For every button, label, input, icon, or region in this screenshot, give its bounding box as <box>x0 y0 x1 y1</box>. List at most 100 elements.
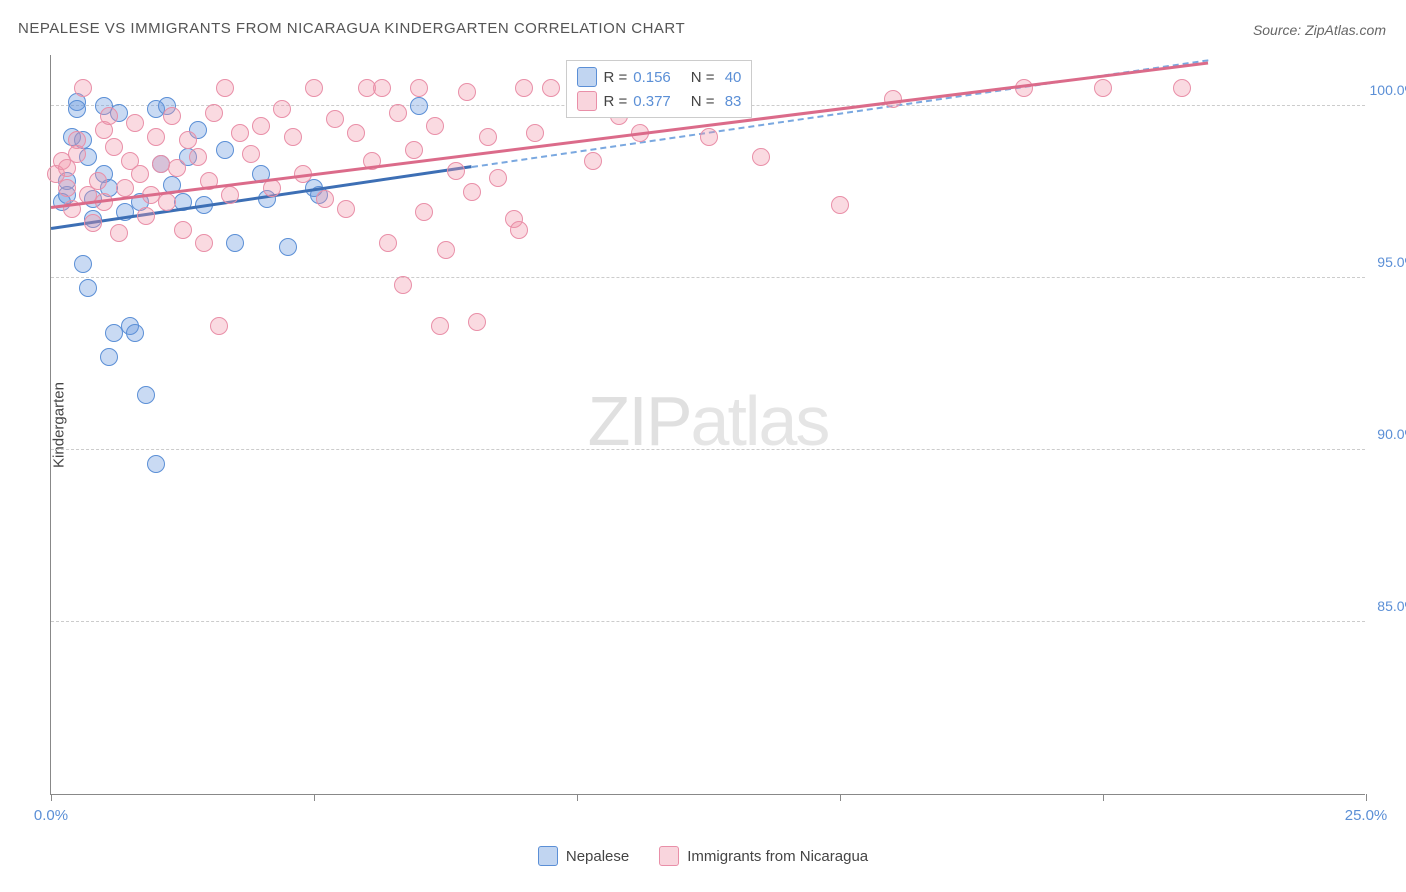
legend-row: R =0.156N = 40 <box>577 65 741 89</box>
chart-title: NEPALESE VS IMMIGRANTS FROM NICARAGUA KI… <box>18 20 685 37</box>
data-point <box>1173 79 1191 97</box>
data-point <box>126 324 144 342</box>
y-tick-label: 90.0% <box>1377 426 1406 442</box>
data-point <box>216 79 234 97</box>
y-axis-label: Kindergarten <box>50 382 67 468</box>
n-value: 83 <box>721 93 742 110</box>
n-label: N = <box>691 93 715 110</box>
x-tick <box>577 794 578 801</box>
data-point <box>126 114 144 132</box>
data-point <box>389 104 407 122</box>
data-point <box>68 145 86 163</box>
r-value: 0.156 <box>633 69 671 86</box>
data-point <box>316 190 334 208</box>
data-point <box>379 234 397 252</box>
data-point <box>831 196 849 214</box>
data-point <box>68 100 86 118</box>
data-point <box>105 138 123 156</box>
data-point <box>231 124 249 142</box>
legend-swatch <box>577 67 597 87</box>
data-point <box>284 128 302 146</box>
legend-swatch-blue <box>538 846 558 866</box>
data-point <box>74 255 92 273</box>
data-point <box>189 148 207 166</box>
watermark-bold: ZIP <box>588 382 691 460</box>
watermark-thin: atlas <box>691 382 829 460</box>
source-label: Source: <box>1253 22 1301 38</box>
data-point <box>700 128 718 146</box>
chart-container: NEPALESE VS IMMIGRANTS FROM NICARAGUA KI… <box>0 0 1406 892</box>
data-point <box>373 79 391 97</box>
data-point <box>147 455 165 473</box>
data-point <box>584 152 602 170</box>
data-point <box>337 200 355 218</box>
data-point <box>1015 79 1033 97</box>
data-point <box>131 165 149 183</box>
legend-swatch <box>577 91 597 111</box>
data-point <box>79 279 97 297</box>
x-tick-label: 0.0% <box>34 807 68 824</box>
data-point <box>252 117 270 135</box>
data-point <box>463 183 481 201</box>
data-point <box>752 148 770 166</box>
data-point <box>884 90 902 108</box>
data-point <box>137 386 155 404</box>
data-point <box>431 317 449 335</box>
data-point <box>195 234 213 252</box>
data-point <box>216 141 234 159</box>
gridline <box>51 621 1365 622</box>
data-point <box>479 128 497 146</box>
data-point <box>468 313 486 331</box>
data-point <box>58 179 76 197</box>
r-label: R = <box>603 93 627 110</box>
data-point <box>526 124 544 142</box>
plot-area: Kindergarten ZIPatlas 85.0%90.0%95.0%100… <box>50 55 1365 795</box>
data-point <box>515 79 533 97</box>
data-point <box>437 241 455 259</box>
data-point <box>89 172 107 190</box>
bottom-legend: Nepalese Immigrants from Nicaragua <box>0 846 1406 866</box>
legend-swatch-pink <box>659 846 679 866</box>
x-tick <box>840 794 841 801</box>
data-point <box>158 193 176 211</box>
x-tick <box>1366 794 1367 801</box>
legend-label-2: Immigrants from Nicaragua <box>687 848 868 865</box>
data-point <box>163 107 181 125</box>
data-point <box>100 107 118 125</box>
data-point <box>210 317 228 335</box>
data-point <box>542 79 560 97</box>
data-point <box>489 169 507 187</box>
data-point <box>1094 79 1112 97</box>
data-point <box>174 221 192 239</box>
data-point <box>410 79 428 97</box>
data-point <box>100 348 118 366</box>
data-point <box>221 186 239 204</box>
data-point <box>426 117 444 135</box>
data-point <box>110 224 128 242</box>
data-point <box>510 221 528 239</box>
gridline <box>51 449 1365 450</box>
x-tick <box>51 794 52 801</box>
data-point <box>415 203 433 221</box>
legend-row: R =0.377N = 83 <box>577 89 741 113</box>
legend-label-1: Nepalese <box>566 848 629 865</box>
data-point <box>168 159 186 177</box>
data-point <box>273 100 291 118</box>
y-tick-label: 100.0% <box>1370 82 1406 98</box>
data-point <box>447 162 465 180</box>
data-point <box>263 179 281 197</box>
data-point <box>279 238 297 256</box>
x-tick <box>314 794 315 801</box>
data-point <box>205 104 223 122</box>
source-name: ZipAtlas.com <box>1305 22 1386 38</box>
data-point <box>410 97 428 115</box>
legend-item-nicaragua: Immigrants from Nicaragua <box>659 846 868 866</box>
correlation-legend: R =0.156N = 40R =0.377N = 83 <box>566 60 752 118</box>
data-point <box>116 179 134 197</box>
x-tick <box>1103 794 1104 801</box>
data-point <box>84 214 102 232</box>
data-point <box>147 128 165 146</box>
y-tick-label: 95.0% <box>1377 254 1406 270</box>
legend-item-nepalese: Nepalese <box>538 846 629 866</box>
n-value: 40 <box>721 69 742 86</box>
